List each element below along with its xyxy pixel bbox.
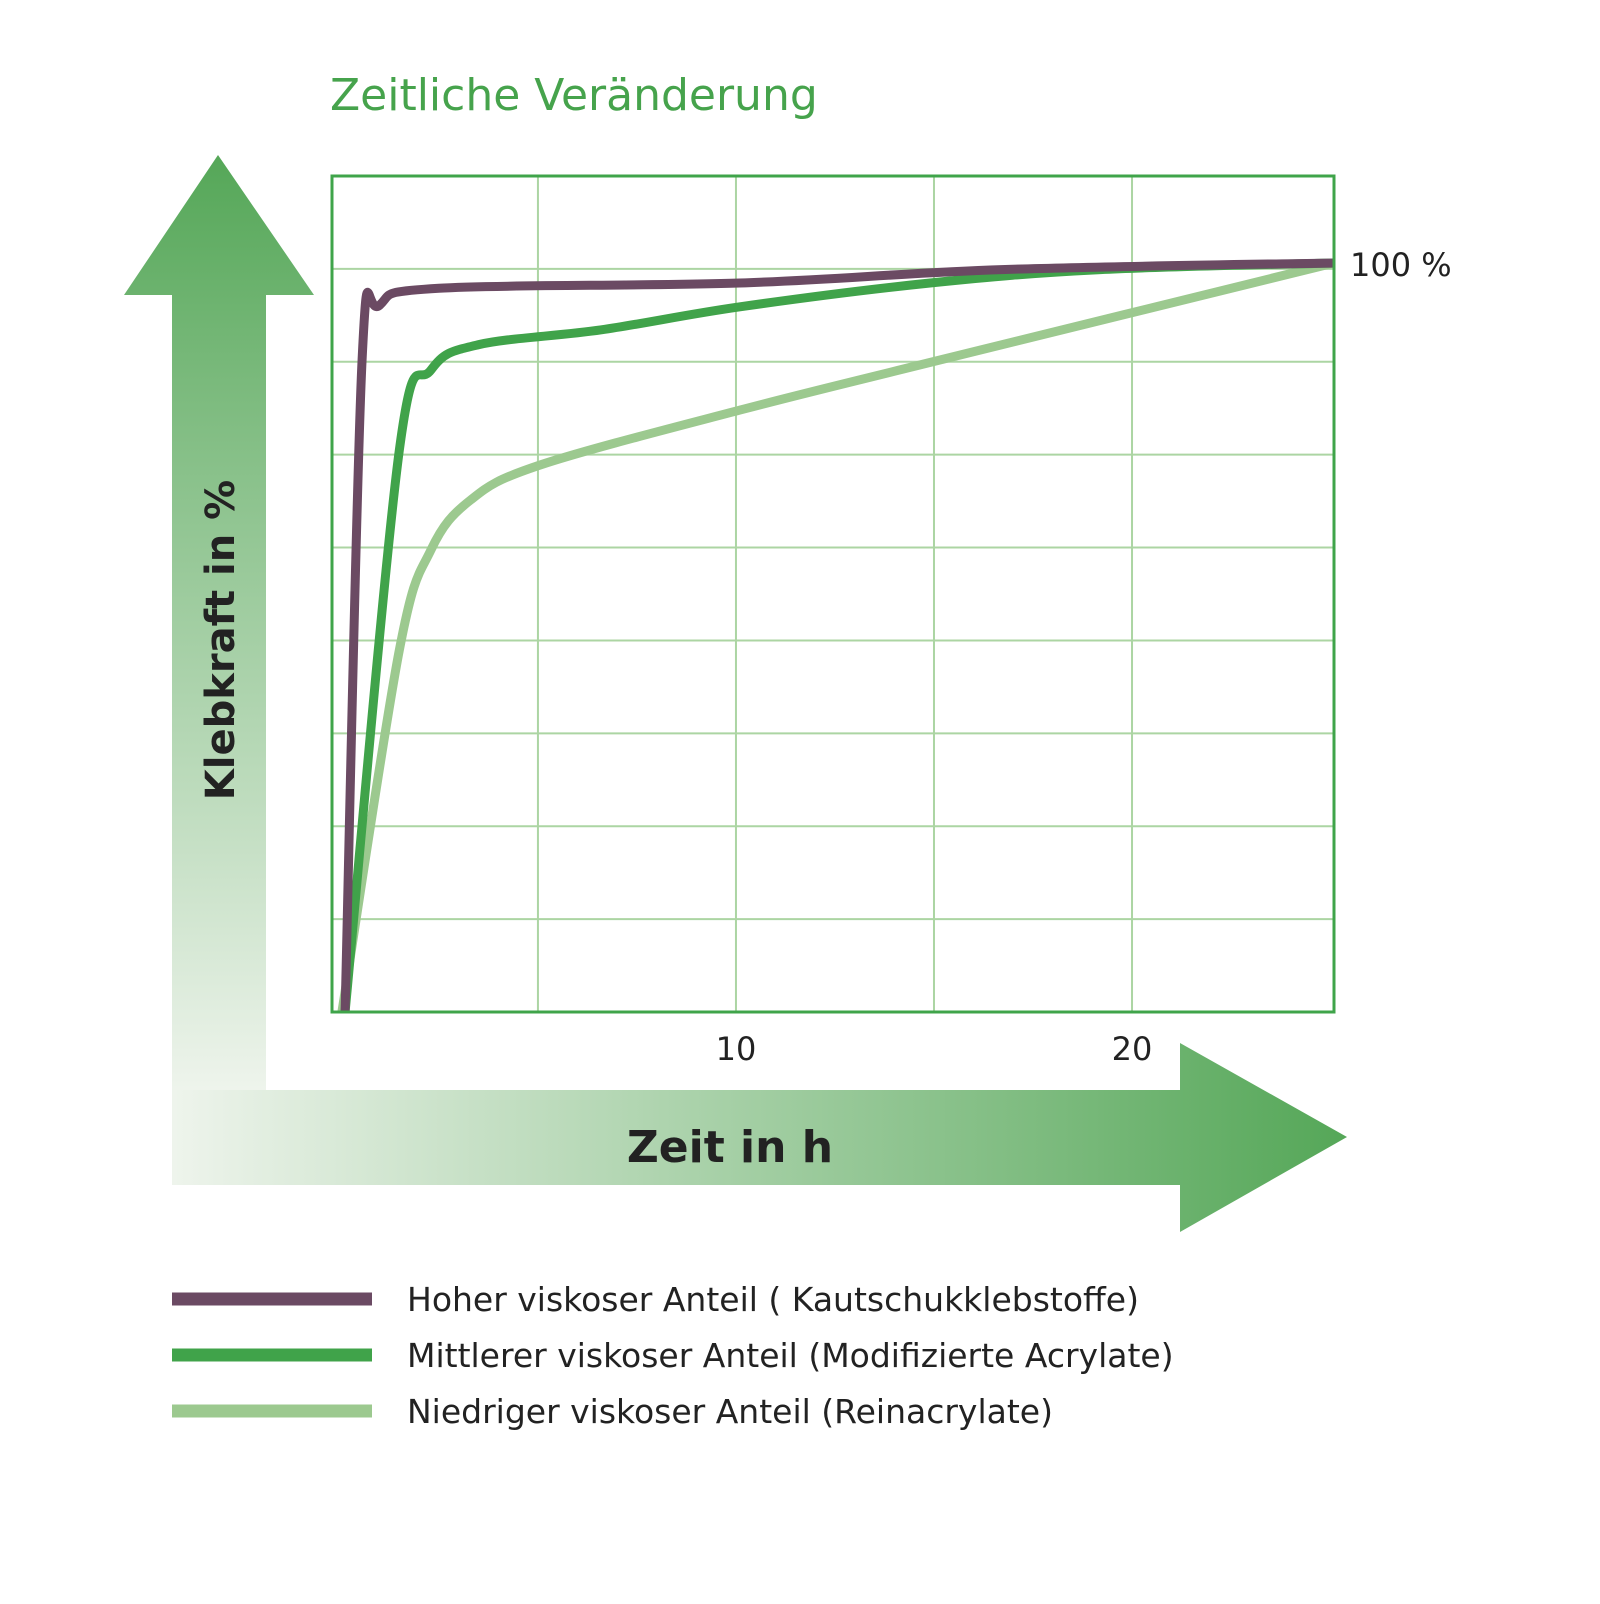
x-tick-label: 10 xyxy=(716,1030,757,1068)
legend-label: Mittlerer viskoser Anteil (Modifizierte … xyxy=(407,1336,1174,1375)
x-ticks: 10 20 xyxy=(716,1030,1153,1068)
y-axis-label: Klebkraft in % xyxy=(198,480,244,800)
plot-frame xyxy=(330,174,1336,1014)
x-tick-label: 20 xyxy=(1112,1030,1153,1068)
series-group xyxy=(337,258,1336,1013)
legend-label: Hoher viskoser Anteil ( Kautschukklebsto… xyxy=(407,1280,1139,1319)
series-line xyxy=(340,258,1335,1013)
y-annotation-100: 100 % xyxy=(1350,246,1452,284)
chart-title: Zeitliche Veränderung xyxy=(330,70,818,121)
y-axis-arrow xyxy=(124,155,314,1090)
x-axis-arrow xyxy=(172,1043,1347,1232)
legend-label: Niedriger viskoser Anteil (Reinacrylate) xyxy=(407,1392,1053,1431)
series-line xyxy=(340,258,1335,1013)
legend: Hoher viskoser Anteil ( Kautschukklebsto… xyxy=(172,1280,1174,1431)
series-line xyxy=(337,258,1336,1013)
x-axis-label: Zeit in h xyxy=(627,1122,833,1173)
